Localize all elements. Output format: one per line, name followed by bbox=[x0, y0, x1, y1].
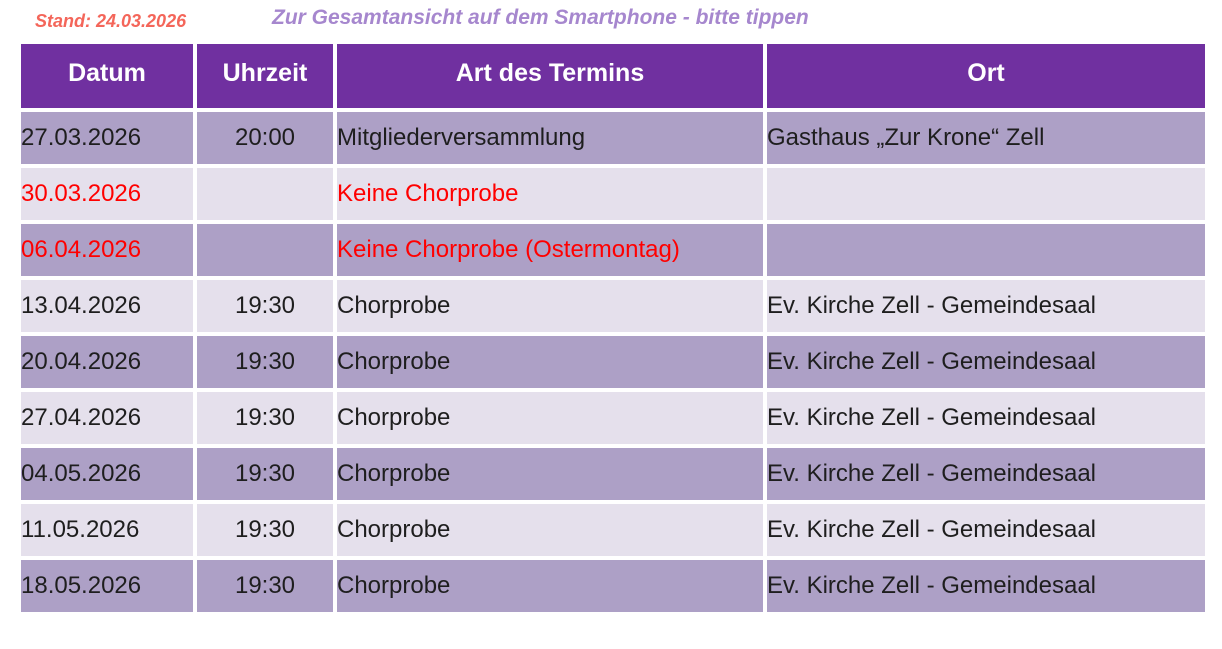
column-header-art: Art des Termins bbox=[333, 40, 767, 112]
event-type-cell: Chorprobe bbox=[333, 332, 767, 392]
time-cell: 19:30 bbox=[193, 332, 337, 392]
time-cell: 19:30 bbox=[193, 500, 337, 560]
schedule-table[interactable]: Datum Uhrzeit Art des Termins Ort 27.03.… bbox=[17, 40, 1209, 616]
time-cell bbox=[193, 220, 337, 280]
date-cell: 20.04.2026 bbox=[17, 332, 197, 392]
schedule-row: 11.05.2026 19:30 Chorprobe Ev. Kirche Ze… bbox=[17, 500, 1209, 560]
location-cell bbox=[763, 220, 1209, 280]
location-cell: Ev. Kirche Zell - Gemeindesaal bbox=[763, 332, 1209, 392]
date-cell: 04.05.2026 bbox=[17, 444, 197, 504]
schedule-row: 18.05.2026 19:30 Chorprobe Ev. Kirche Ze… bbox=[17, 556, 1209, 616]
time-cell: 19:30 bbox=[193, 388, 337, 448]
event-type-cell: Keine Chorprobe bbox=[333, 164, 767, 224]
date-cell: 06.04.2026 bbox=[17, 220, 197, 280]
location-cell: Ev. Kirche Zell - Gemeindesaal bbox=[763, 556, 1209, 616]
event-type-cell: Chorprobe bbox=[333, 388, 767, 448]
location-cell: Gasthaus „Zur Krone“ Zell bbox=[763, 108, 1209, 168]
date-cell: 18.05.2026 bbox=[17, 556, 197, 616]
schedule-row: 04.05.2026 19:30 Chorprobe Ev. Kirche Ze… bbox=[17, 444, 1209, 504]
time-cell: 20:00 bbox=[193, 108, 337, 168]
location-cell bbox=[763, 164, 1209, 224]
schedule-body: 27.03.2026 20:00 Mitgliederversammlung G… bbox=[17, 108, 1209, 616]
schedule-row: 30.03.2026 Keine Chorprobe bbox=[17, 164, 1209, 224]
event-type-cell: Chorprobe bbox=[333, 500, 767, 560]
date-cell: 13.04.2026 bbox=[17, 276, 197, 336]
table-header-row: Datum Uhrzeit Art des Termins Ort bbox=[17, 40, 1209, 112]
event-type-cell: Chorprobe bbox=[333, 444, 767, 504]
schedule-row: 06.04.2026 Keine Chorprobe (Ostermontag) bbox=[17, 220, 1209, 280]
location-cell: Ev. Kirche Zell - Gemeindesaal bbox=[763, 388, 1209, 448]
schedule-row: 27.03.2026 20:00 Mitgliederversammlung G… bbox=[17, 108, 1209, 168]
column-header-uhrzeit: Uhrzeit bbox=[193, 40, 337, 112]
time-cell: 19:30 bbox=[193, 444, 337, 504]
time-cell: 19:30 bbox=[193, 276, 337, 336]
date-cell: 30.03.2026 bbox=[17, 164, 197, 224]
date-cell: 11.05.2026 bbox=[17, 500, 197, 560]
event-type-cell: Chorprobe bbox=[333, 276, 767, 336]
event-type-cell: Chorprobe bbox=[333, 556, 767, 616]
column-header-ort: Ort bbox=[763, 40, 1209, 112]
location-cell: Ev. Kirche Zell - Gemeindesaal bbox=[763, 500, 1209, 560]
top-bar: Stand: 24.03.2026 Zur Gesamtansicht auf … bbox=[0, 0, 1222, 40]
location-cell: Ev. Kirche Zell - Gemeindesaal bbox=[763, 444, 1209, 504]
schedule-row: 13.04.2026 19:30 Chorprobe Ev. Kirche Ze… bbox=[17, 276, 1209, 336]
date-cell: 27.04.2026 bbox=[17, 388, 197, 448]
date-cell: 27.03.2026 bbox=[17, 108, 197, 168]
time-cell bbox=[193, 164, 337, 224]
time-cell: 19:30 bbox=[193, 556, 337, 616]
schedule-row: 20.04.2026 19:30 Chorprobe Ev. Kirche Ze… bbox=[17, 332, 1209, 392]
tap-hint-label: Zur Gesamtansicht auf dem Smartphone - b… bbox=[272, 6, 809, 29]
event-type-cell: Mitgliederversammlung bbox=[333, 108, 767, 168]
event-type-cell: Keine Chorprobe (Ostermontag) bbox=[333, 220, 767, 280]
stand-date-label: Stand: 24.03.2026 bbox=[35, 11, 187, 31]
location-cell: Ev. Kirche Zell - Gemeindesaal bbox=[763, 276, 1209, 336]
column-header-datum: Datum bbox=[17, 40, 197, 112]
schedule-row: 27.04.2026 19:30 Chorprobe Ev. Kirche Ze… bbox=[17, 388, 1209, 448]
